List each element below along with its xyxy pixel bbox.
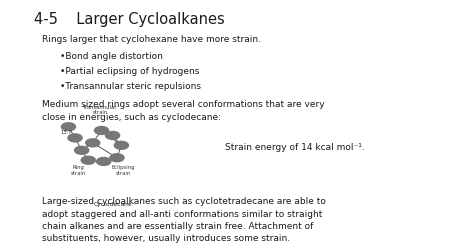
Text: •Partial eclipsing of hydrogens: •Partial eclipsing of hydrogens (59, 67, 199, 76)
Text: Ring
strain: Ring strain (71, 165, 86, 175)
Circle shape (110, 154, 124, 162)
Circle shape (97, 158, 111, 166)
Text: close in energies, such as cyclodecane:: close in energies, such as cyclodecane: (42, 113, 221, 122)
Text: •Bond angle distortion: •Bond angle distortion (59, 52, 162, 61)
Circle shape (75, 147, 89, 155)
Text: adopt staggered and all-anti conformations similar to straight: adopt staggered and all-anti conformatio… (42, 209, 322, 218)
Text: Cyclodecane: Cyclodecane (93, 201, 132, 206)
Text: 4-5    Larger Cycloalkanes: 4-5 Larger Cycloalkanes (35, 12, 225, 27)
Text: 13.7: 13.7 (60, 130, 72, 134)
Circle shape (68, 134, 82, 142)
Text: Rings larger that cyclohexane have more strain.: Rings larger that cyclohexane have more … (42, 35, 261, 44)
Circle shape (81, 157, 95, 165)
Text: chain alkanes and are essentially strain free. Attachment of: chain alkanes and are essentially strain… (42, 221, 313, 230)
Text: substituents, however, usually introduces some strain.: substituents, however, usually introduce… (42, 233, 290, 242)
Text: Strain energy of 14 kcal mol⁻¹.: Strain energy of 14 kcal mol⁻¹. (225, 142, 365, 151)
Circle shape (114, 142, 128, 150)
Circle shape (94, 127, 108, 135)
Text: Large-sized cycloalkanes such as cyclotetradecane are able to: Large-sized cycloalkanes such as cyclote… (42, 196, 326, 205)
Text: Medium sized rings adopt several conformations that are very: Medium sized rings adopt several conform… (42, 100, 324, 109)
Circle shape (61, 123, 76, 131)
Circle shape (86, 139, 100, 147)
Circle shape (105, 132, 120, 140)
Text: Eclipsing
strain: Eclipsing strain (112, 165, 135, 175)
Text: Transannular
strain: Transannular strain (83, 104, 118, 115)
Text: •Transannular steric repulsions: •Transannular steric repulsions (59, 82, 201, 90)
